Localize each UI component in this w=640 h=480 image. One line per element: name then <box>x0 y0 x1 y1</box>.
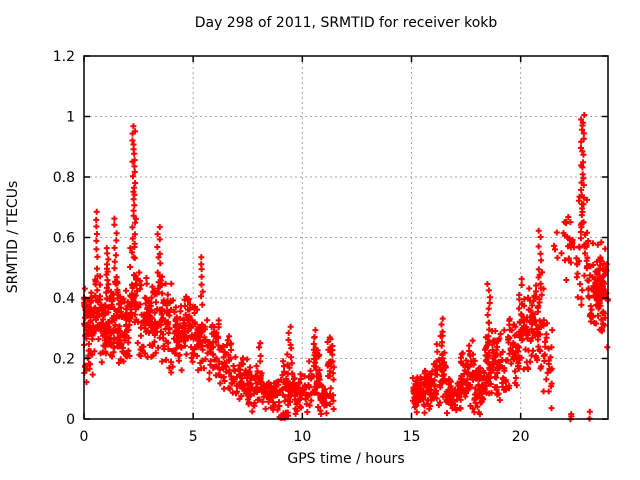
y-tick-label: 0.8 <box>53 170 75 186</box>
data-points <box>81 112 611 423</box>
y-tick-label: 0.2 <box>53 352 75 368</box>
x-tick-label: 20 <box>512 429 530 445</box>
x-tick-label: 0 <box>80 429 89 445</box>
y-tick-label: 0 <box>66 412 75 428</box>
y-tick-label: 0.4 <box>53 291 75 307</box>
y-axis-label: SRMTID / TECUs <box>5 181 21 294</box>
plot-frame <box>83 55 609 420</box>
chart-title: Day 298 of 2011, SRMTID for receiver kok… <box>195 15 498 31</box>
y-tick-label: 1.2 <box>53 49 75 65</box>
x-axis-label: GPS time / hours <box>287 451 404 467</box>
x-tick-label: 15 <box>403 429 421 445</box>
y-tick-label: 0.6 <box>53 231 75 247</box>
x-tick-label: 5 <box>189 429 198 445</box>
y-tick-label: 1 <box>66 110 75 126</box>
tick-labels: 0 5 10 15 20 0 0.2 0.4 0.6 0.8 1 1.2 <box>53 49 530 445</box>
scatter-plus-markers <box>81 112 611 423</box>
x-tick-label: 10 <box>293 429 311 445</box>
grid-lines <box>85 57 607 418</box>
